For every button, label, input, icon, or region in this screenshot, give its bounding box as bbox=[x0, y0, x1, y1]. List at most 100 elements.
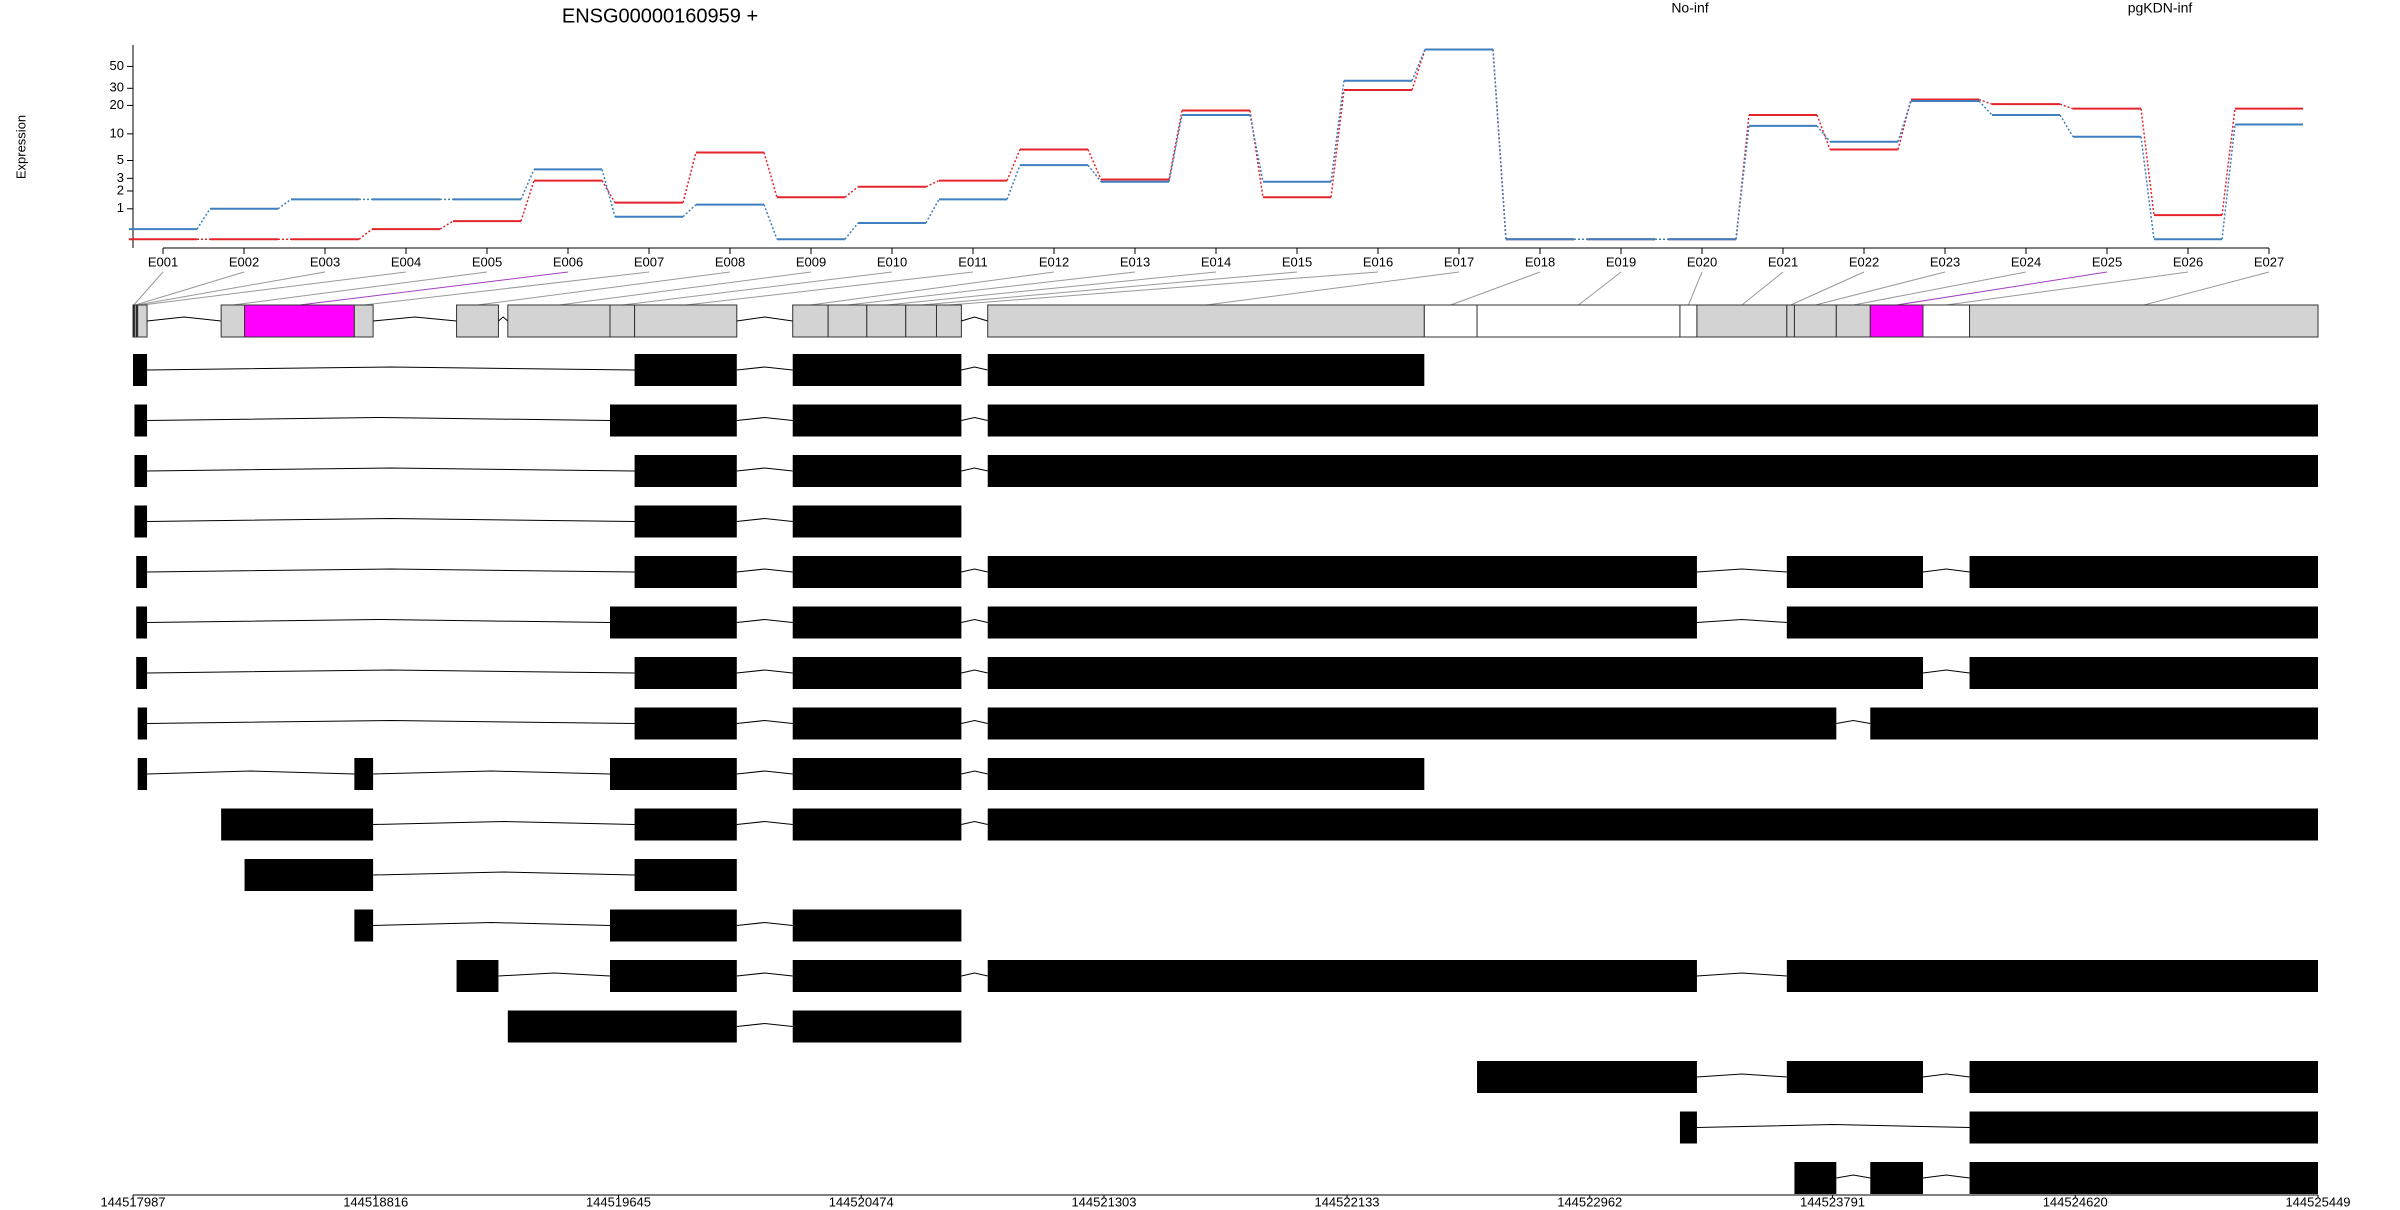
exon-connector bbox=[363, 271, 650, 306]
x-tick-label: E009 bbox=[796, 254, 826, 269]
exon-connector bbox=[622, 271, 893, 306]
line-connector bbox=[844, 186, 859, 198]
exon-bin bbox=[507, 304, 611, 338]
transcript-exon bbox=[792, 455, 962, 487]
intron bbox=[1696, 618, 1787, 623]
line-connector bbox=[2140, 136, 2155, 240]
y-tick-label: 1 bbox=[117, 200, 124, 215]
transcript-exon bbox=[1786, 960, 2318, 992]
transcript-exon bbox=[609, 909, 737, 942]
y-axis-label: Expression bbox=[13, 115, 28, 179]
intron bbox=[736, 820, 793, 825]
transcript-exon bbox=[1794, 1162, 1837, 1194]
intron bbox=[961, 316, 988, 322]
transcript-exon bbox=[792, 556, 962, 588]
intron bbox=[147, 416, 611, 421]
line-connector bbox=[2221, 124, 2236, 240]
intron bbox=[961, 568, 988, 573]
x-tick-label: 144523791 bbox=[1800, 1194, 1865, 1209]
exon-bin bbox=[137, 304, 148, 338]
exon-connector bbox=[810, 271, 1055, 306]
line-connector bbox=[1411, 49, 1426, 91]
intron bbox=[1696, 972, 1787, 977]
line-connector bbox=[1249, 114, 1264, 182]
intron bbox=[736, 618, 793, 623]
intron bbox=[736, 568, 793, 573]
transcript-exon bbox=[792, 404, 962, 437]
intron bbox=[961, 618, 988, 623]
transcript-exon bbox=[1969, 657, 2318, 689]
exon-bin bbox=[905, 304, 937, 338]
intron bbox=[961, 416, 988, 421]
intron bbox=[373, 871, 635, 876]
line-connector bbox=[1735, 125, 1750, 240]
exon-connector bbox=[558, 271, 812, 306]
line-connector bbox=[196, 208, 211, 230]
transcript-exon bbox=[987, 556, 1697, 588]
line-connector bbox=[1978, 98, 1993, 105]
exon-connector bbox=[685, 271, 974, 306]
transcript-exon bbox=[634, 707, 737, 740]
intron bbox=[147, 719, 635, 724]
line-connector bbox=[1087, 164, 1102, 183]
x-tick-label: E001 bbox=[148, 254, 178, 269]
x-tick-label: E019 bbox=[1606, 254, 1636, 269]
exon-bin bbox=[1793, 304, 1837, 338]
exon-bin bbox=[220, 304, 246, 338]
exon-connector bbox=[299, 271, 569, 306]
exon-bin bbox=[609, 304, 636, 338]
transcript-exon bbox=[792, 808, 962, 841]
x-tick-label: E005 bbox=[472, 254, 502, 269]
exon-bin bbox=[935, 304, 962, 338]
x-tick-label: E013 bbox=[1120, 254, 1150, 269]
x-tick-label: 144519645 bbox=[586, 1194, 651, 1209]
transcript-exon bbox=[792, 1010, 962, 1043]
transcript-exon bbox=[456, 960, 499, 992]
intron bbox=[498, 972, 611, 977]
intron bbox=[736, 719, 793, 724]
line-connector bbox=[1249, 110, 1264, 198]
transcript-exon bbox=[134, 505, 148, 538]
line-connector bbox=[601, 180, 616, 204]
exon-bin bbox=[456, 304, 499, 338]
line-connector bbox=[1330, 89, 1345, 198]
line-connector bbox=[1492, 49, 1507, 240]
line-connector bbox=[844, 222, 859, 240]
intron bbox=[961, 719, 988, 724]
intron bbox=[373, 316, 457, 322]
legend-entry: pgKDN-inf bbox=[2128, 0, 2193, 16]
line-connector bbox=[1087, 149, 1102, 180]
line-connector bbox=[1330, 80, 1345, 182]
transcript-exon bbox=[136, 606, 148, 639]
exon-bin bbox=[827, 304, 868, 338]
x-tick-label: 144518816 bbox=[343, 1194, 408, 1209]
intron bbox=[373, 820, 635, 825]
exon-bin bbox=[244, 304, 355, 338]
legend-entry: No-inf bbox=[1671, 0, 1708, 16]
intron bbox=[1696, 1123, 1970, 1128]
exon-connector bbox=[1578, 271, 1622, 306]
intron bbox=[147, 316, 222, 322]
line-connector bbox=[1816, 114, 1831, 150]
intron bbox=[736, 770, 793, 775]
transcript-exon bbox=[134, 455, 148, 487]
x-tick-label: 144520474 bbox=[829, 1194, 894, 1209]
exon-connector bbox=[135, 271, 245, 306]
exon-bin bbox=[1835, 304, 1871, 338]
exon-connector bbox=[1687, 271, 1703, 306]
x-tick-label: E022 bbox=[1849, 254, 1879, 269]
transcript-exon bbox=[634, 556, 737, 588]
transcript-exon bbox=[1786, 1061, 1923, 1093]
line-connector bbox=[2221, 108, 2236, 216]
line-connector bbox=[520, 180, 535, 222]
exon-bin bbox=[1869, 304, 1924, 338]
line-connector bbox=[1897, 100, 1912, 142]
intron bbox=[736, 972, 793, 977]
x-tick-label: E015 bbox=[1282, 254, 1312, 269]
line-connector bbox=[1816, 125, 1831, 143]
transcript-exon bbox=[507, 1010, 737, 1043]
transcript-exon bbox=[609, 758, 737, 790]
transcript-exon bbox=[987, 657, 1923, 689]
exon-connector bbox=[133, 271, 164, 306]
x-tick-label: E011 bbox=[958, 254, 987, 269]
